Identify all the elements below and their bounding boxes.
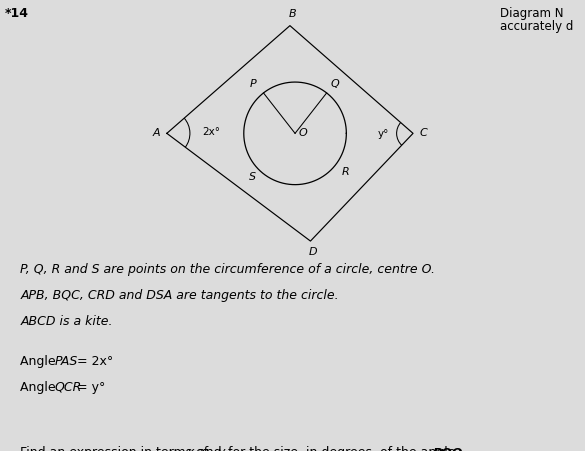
- Text: QCR: QCR: [54, 381, 82, 394]
- Text: O: O: [299, 129, 307, 138]
- Text: .: .: [450, 446, 455, 451]
- Text: Find an expression in terms of: Find an expression in terms of: [20, 446, 213, 451]
- Text: C: C: [419, 129, 427, 138]
- Text: for the size, in degrees, of the angle: for the size, in degrees, of the angle: [224, 446, 460, 451]
- Text: APB, BQC, CRD and DSA are tangents to the circle.: APB, BQC, CRD and DSA are tangents to th…: [20, 289, 339, 302]
- Text: and: and: [194, 446, 225, 451]
- Text: Q: Q: [331, 79, 339, 89]
- Text: = y°: = y°: [73, 381, 105, 394]
- Text: R: R: [342, 167, 350, 178]
- Text: PAS: PAS: [54, 354, 78, 368]
- Text: *14: *14: [5, 7, 29, 20]
- Text: y°: y°: [377, 129, 389, 139]
- Text: 2x°: 2x°: [203, 127, 221, 137]
- Text: y: y: [217, 446, 225, 451]
- Text: D: D: [309, 247, 317, 257]
- Text: Angle: Angle: [20, 354, 60, 368]
- Text: A: A: [153, 129, 161, 138]
- Text: B: B: [288, 9, 297, 19]
- Text: Diagram N: Diagram N: [500, 7, 564, 20]
- Text: S: S: [249, 171, 256, 182]
- Text: POQ: POQ: [433, 446, 463, 451]
- Text: Angle: Angle: [20, 381, 60, 394]
- Text: P, Q, R and S are points on the circumference of a circle, centre O.: P, Q, R and S are points on the circumfe…: [20, 263, 435, 276]
- Text: = 2x°: = 2x°: [73, 354, 113, 368]
- Text: accurately d: accurately d: [500, 20, 573, 33]
- Text: x: x: [187, 446, 194, 451]
- Text: ABCD is a kite.: ABCD is a kite.: [20, 315, 113, 328]
- Text: P: P: [250, 79, 257, 89]
